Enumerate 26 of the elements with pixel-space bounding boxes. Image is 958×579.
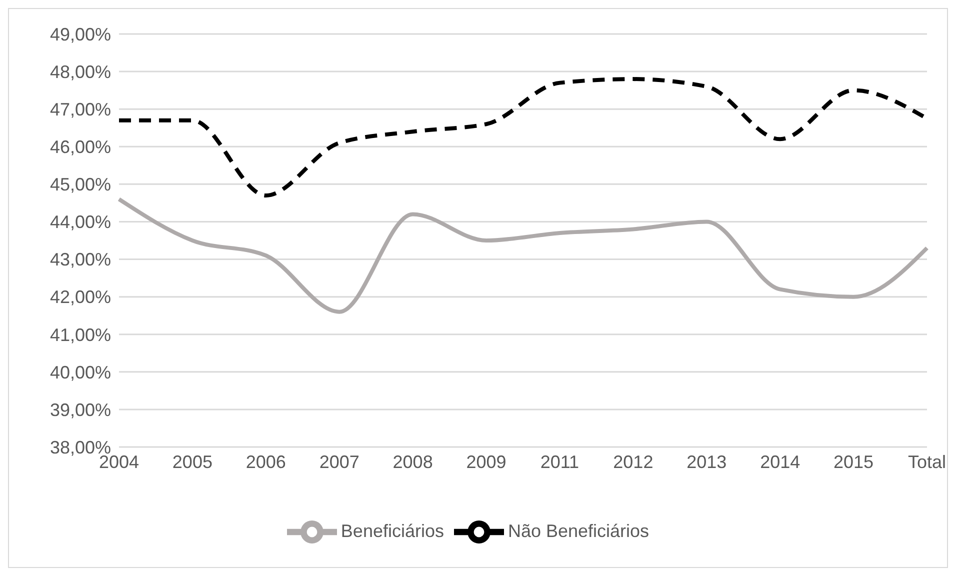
y-tick-label: 45,00%: [50, 174, 111, 195]
y-tick-label: 40,00%: [50, 362, 111, 382]
x-tick-label: 2011: [540, 452, 580, 472]
x-tick-label: 2006: [246, 452, 286, 472]
y-tick-label: 48,00%: [50, 62, 111, 82]
y-tick-label: 42,00%: [50, 287, 111, 308]
y-tick-label: 46,00%: [50, 137, 111, 158]
y-tick-label: 38,00%: [50, 437, 111, 458]
y-tick-label: 39,00%: [50, 400, 111, 420]
x-tick-label: Total: [908, 452, 946, 472]
y-tick-label: 41,00%: [50, 324, 111, 345]
y-tick-label: 47,00%: [50, 99, 111, 120]
x-tick-label: 2015: [834, 452, 874, 472]
x-tick-label: 2013: [686, 452, 727, 472]
legend-label: Não Beneficiários: [508, 520, 650, 541]
x-tick-label: 2008: [392, 452, 433, 472]
y-tick-label: 44,00%: [50, 212, 111, 232]
x-tick-label: 2007: [319, 452, 360, 472]
x-tick-label: 2012: [613, 452, 654, 472]
x-tick-label: 2009: [466, 452, 506, 472]
x-tick-label: 2014: [760, 452, 800, 472]
legend-label: Beneficiários: [340, 520, 444, 541]
y-tick-label: 43,00%: [50, 250, 111, 270]
x-tick-label: 2005: [172, 452, 212, 472]
y-tick-label: 49,00%: [50, 24, 111, 44]
line-series: [117, 197, 929, 314]
